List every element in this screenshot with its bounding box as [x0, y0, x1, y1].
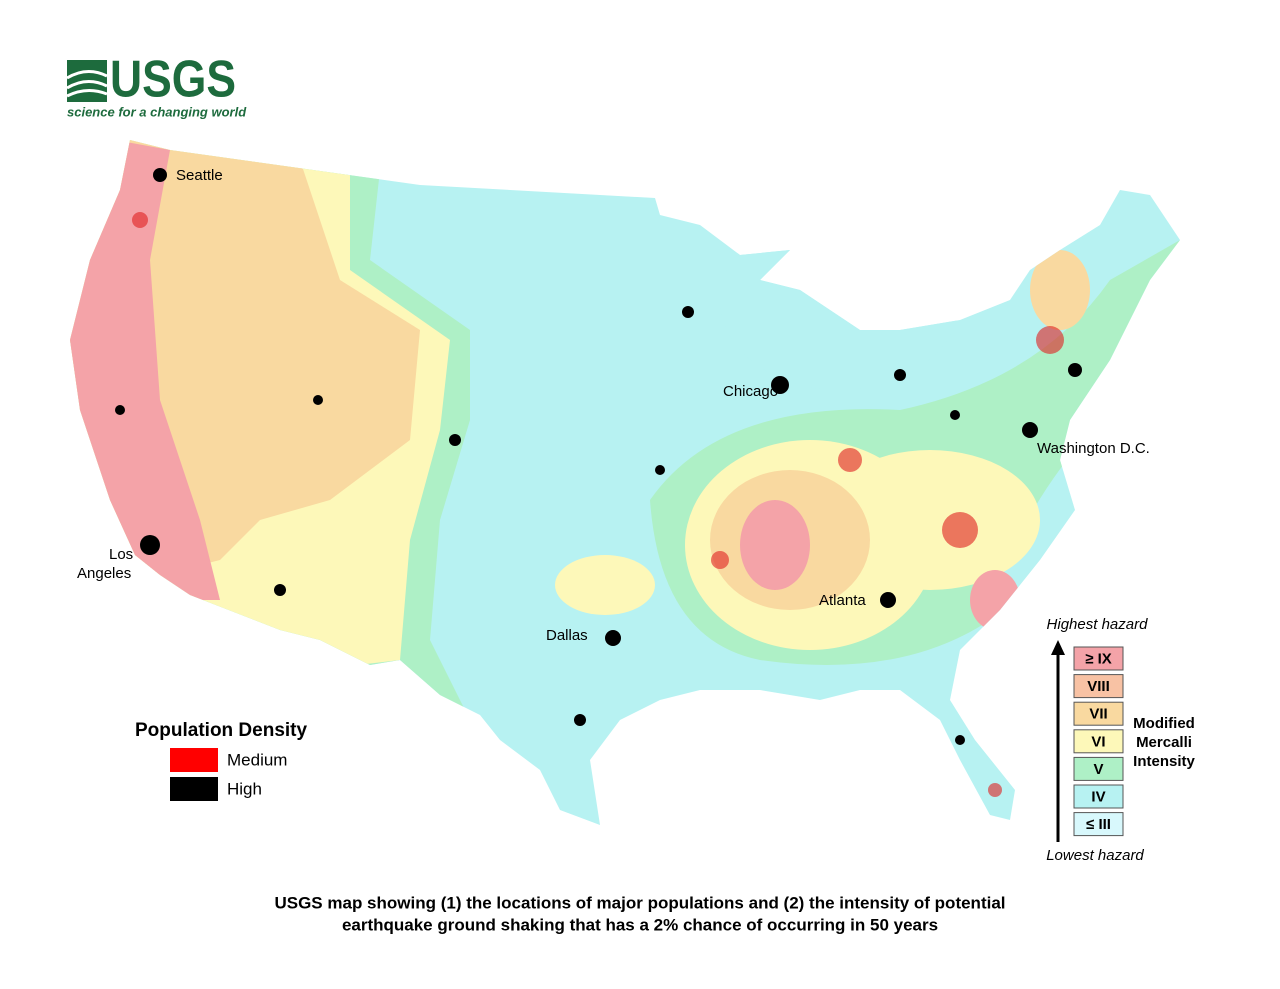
legend-swatch — [170, 777, 218, 801]
population-medium — [132, 212, 1064, 797]
intensity-legend: Highest hazard Lowest hazard Modified Me… — [1046, 616, 1195, 864]
intensity-label: IV — [1091, 788, 1105, 805]
intensity-box — [1073, 729, 1124, 754]
legend-swatch — [170, 748, 218, 772]
city-label: Angeles — [77, 565, 131, 582]
legend-label: Medium — [227, 750, 287, 769]
intensity-label: VIII — [1087, 678, 1110, 695]
city-label: Los — [109, 546, 133, 563]
city-label: Seattle — [176, 167, 223, 184]
intensity-box — [1073, 646, 1124, 671]
zone-vii-ne — [1030, 250, 1090, 330]
city-label: Washington D.C. — [1037, 440, 1150, 457]
city-label: Dallas — [546, 627, 588, 644]
legend-top: Highest hazard — [1047, 616, 1149, 633]
intensity-label: ≤ III — [1086, 816, 1111, 833]
legend-title: Intensity — [1133, 753, 1195, 770]
legend-title: Mercalli — [1136, 734, 1192, 751]
logo: USGS science for a changing world — [66, 51, 247, 119]
zone-vi-texas — [555, 555, 655, 615]
city-label: Atlanta — [819, 592, 866, 609]
legend-title: Population Density — [135, 720, 308, 741]
zone-ix-madrid — [740, 500, 810, 590]
intensity-box — [1073, 756, 1124, 781]
intensity-label: VII — [1089, 706, 1107, 723]
logo-text: USGS — [110, 51, 236, 109]
intensity-box — [1073, 784, 1124, 809]
legend-label: High — [227, 779, 262, 798]
population-legend: Population Density Medium High — [135, 720, 308, 801]
zone-vi-appalachian — [820, 450, 1040, 590]
city-label: Chicago — [723, 383, 778, 400]
logo-tagline: science for a changing world — [67, 104, 247, 119]
legend-title: Modified — [1133, 715, 1195, 732]
intensity-box — [1073, 701, 1124, 726]
intensity-box — [1073, 812, 1124, 837]
caption: USGS map showing (1) the locations of ma… — [274, 893, 1005, 912]
hazard-arrowhead — [1051, 640, 1065, 655]
intensity-label: VI — [1091, 733, 1105, 750]
caption: earthquake ground shaking that has a 2% … — [342, 915, 938, 934]
intensity-label: ≥ IX — [1085, 650, 1112, 667]
intensity-box — [1073, 674, 1124, 699]
intensity-label: V — [1093, 761, 1103, 778]
logo-waves — [66, 70, 108, 98]
population-high — [115, 168, 1082, 745]
legend-bottom: Lowest hazard — [1046, 847, 1144, 864]
